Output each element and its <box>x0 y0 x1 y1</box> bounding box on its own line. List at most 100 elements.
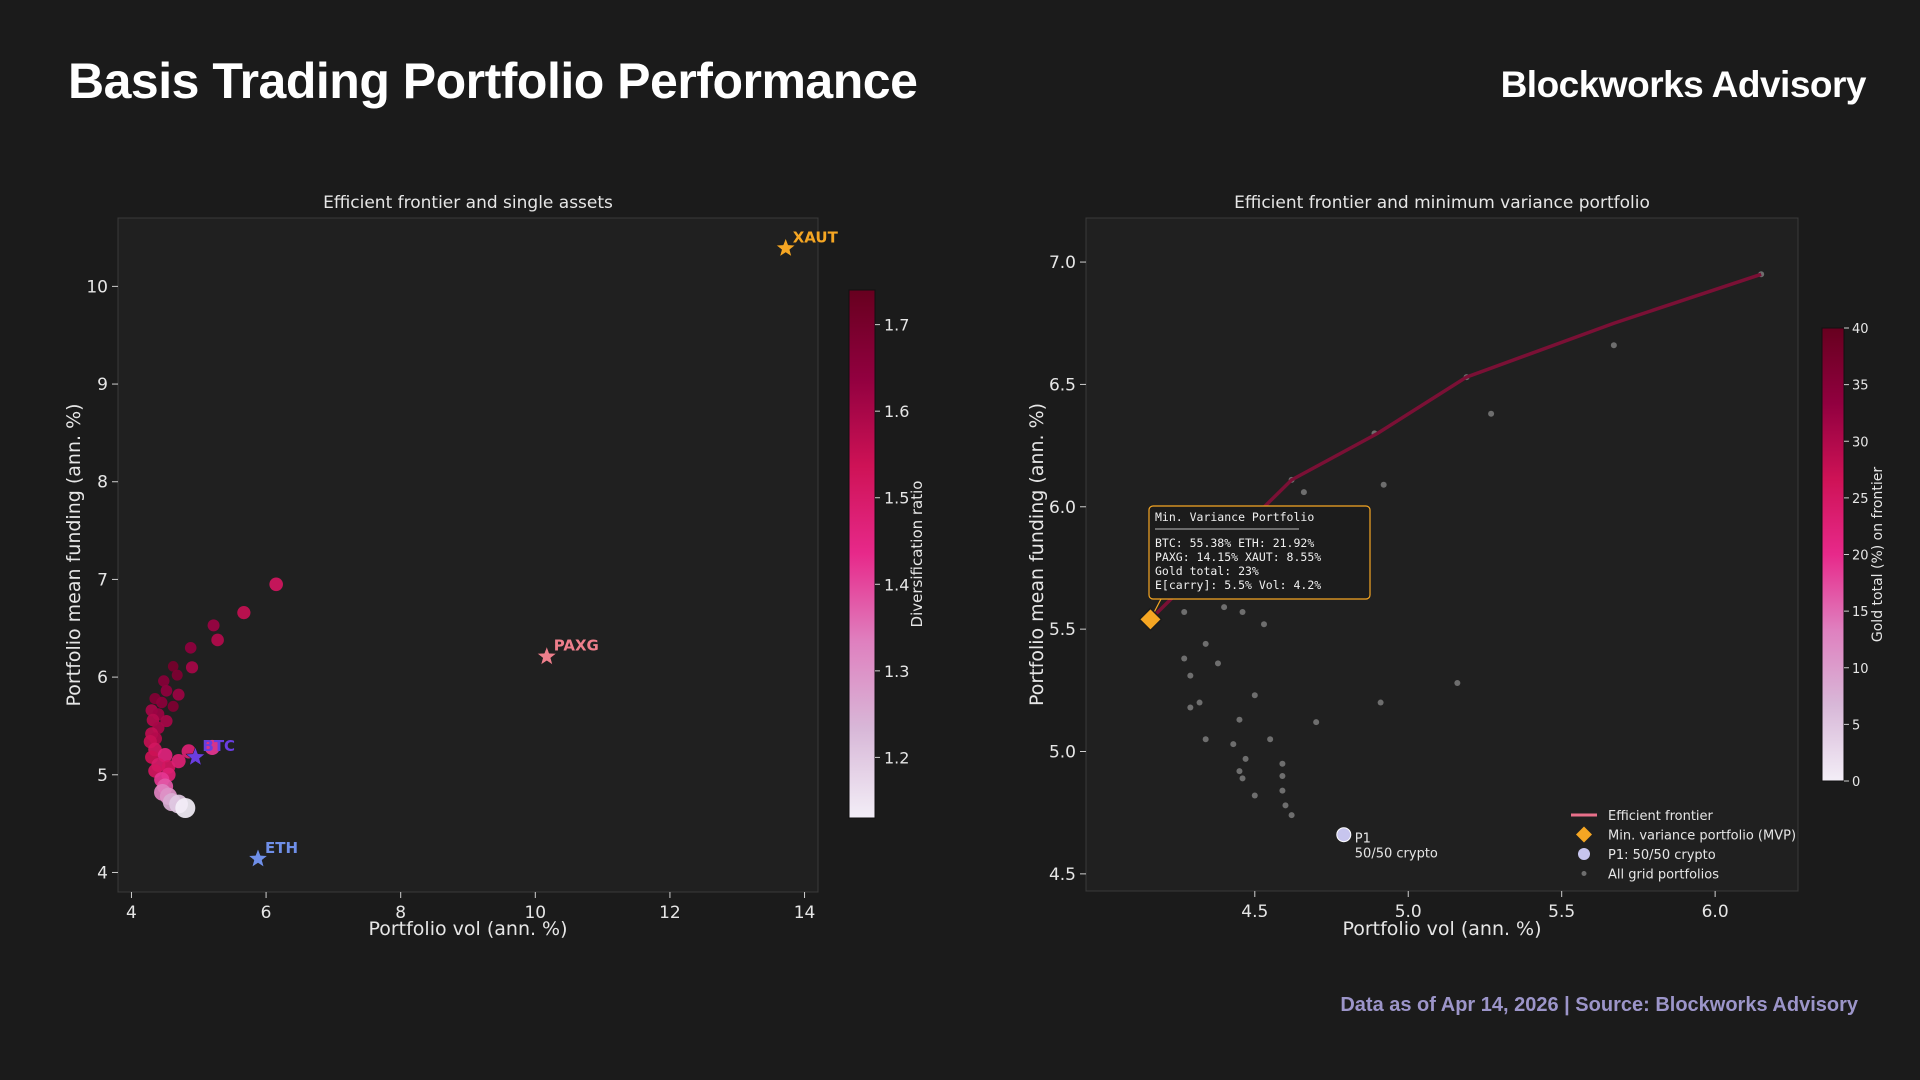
chart-title: Efficient frontier and minimum variance … <box>1234 193 1650 213</box>
asset-label-eth: ETH <box>265 839 298 857</box>
colorbar-tick-label: 1.7 <box>884 316 909 335</box>
grid-portfolio-point <box>1202 736 1209 743</box>
colorbar-tick-label: 5 <box>1852 718 1860 733</box>
y-tick-label: 7 <box>97 570 108 590</box>
legend-label: Min. variance portfolio (MVP) <box>1608 829 1796 844</box>
asset-star-btc <box>185 746 206 766</box>
grid-portfolio-point <box>1279 760 1286 767</box>
brand-logo-text: Blockworks Advisory <box>1500 64 1867 105</box>
grid-portfolio-point <box>1267 736 1274 743</box>
y-tick-label: 6.5 <box>1049 375 1076 395</box>
portfolio-point <box>156 696 168 709</box>
x-tick-label: 4.5 <box>1241 902 1268 922</box>
x-tick-label: 6.0 <box>1702 902 1729 922</box>
portfolio-point <box>160 684 173 697</box>
grid-portfolio-point <box>1196 699 1203 706</box>
colorbar-tick-label: 20 <box>1852 549 1869 564</box>
grid-portfolio-point <box>1239 775 1246 782</box>
page-title: Basis Trading Portfolio Performance <box>68 53 918 109</box>
colorbar-tick-label: 25 <box>1852 492 1869 507</box>
p1-label: P1 <box>1355 832 1371 847</box>
x-tick-label: 4 <box>126 903 137 923</box>
grid-portfolio-point <box>1239 609 1246 616</box>
colorbar-tick-label: 15 <box>1852 605 1869 620</box>
colorbar-tick-label: 1.5 <box>884 489 909 508</box>
annotation-line: Gold total: 23% <box>1155 564 1259 578</box>
annotation-line: E[carry]: 5.5% Vol: 4.2% <box>1155 578 1321 592</box>
annotation-title: Min. Variance Portfolio <box>1155 510 1314 524</box>
portfolio-point <box>204 739 220 756</box>
portfolio-point <box>171 669 183 681</box>
portfolio-point <box>269 577 283 592</box>
y-tick-label: 5 <box>97 766 108 786</box>
x-tick-label: 5.0 <box>1395 902 1422 922</box>
portfolio-point <box>211 633 224 647</box>
portfolio-point <box>160 714 173 728</box>
mvp-marker <box>1138 607 1163 632</box>
grid-portfolio-point <box>1454 679 1461 686</box>
portfolio-point <box>167 661 179 672</box>
legend-circle-marker <box>1578 848 1590 860</box>
x-axis-label: Portfolio vol (ann. %) <box>1342 918 1541 940</box>
grid-portfolio-point <box>1187 704 1194 711</box>
x-axis-label: Portfolio vol (ann. %) <box>368 918 567 940</box>
x-tick-label: 14 <box>794 903 816 923</box>
grid-portfolio-point <box>1214 660 1221 667</box>
asset-label-xaut: XAUT <box>793 228 839 246</box>
grid-portfolio-point <box>1380 481 1387 488</box>
portfolio-point <box>185 661 199 674</box>
p1-sublabel: 50/50 crypto <box>1355 847 1438 862</box>
grid-portfolio-point <box>1230 741 1237 748</box>
y-tick-label: 6 <box>97 668 108 688</box>
y-tick-label: 4 <box>97 863 108 883</box>
legend-dot-marker <box>1581 871 1587 876</box>
colorbar-tick-label: 10 <box>1852 662 1869 677</box>
grid-portfolio-point <box>1261 621 1267 628</box>
grid-portfolio-point <box>1288 812 1295 819</box>
legend-diamond-marker <box>1576 826 1592 843</box>
grid-portfolio-point <box>1236 768 1243 775</box>
grid-portfolio-point <box>1181 609 1188 616</box>
grid-portfolio-point <box>1202 640 1209 647</box>
chart-efficient-frontier-mvp: Efficient frontier and minimum variance … <box>1026 193 1886 940</box>
colorbar-label: Diversification ratio <box>908 481 926 628</box>
colorbar-tick-label: 1.6 <box>884 402 909 421</box>
grid-portfolio-point <box>1181 655 1188 662</box>
annotation-line: BTC: 55.38% ETH: 21.92% <box>1155 536 1314 550</box>
x-tick-label: 12 <box>659 903 681 923</box>
y-tick-label: 5.5 <box>1049 620 1076 640</box>
annotation-line: PAXG: 14.15% XAUT: 8.55% <box>1155 550 1321 564</box>
legend-label: All grid portfolios <box>1608 868 1719 883</box>
y-tick-label: 9 <box>97 375 108 395</box>
colorbar-tick-label: 35 <box>1852 379 1869 394</box>
p1-marker <box>1336 827 1352 843</box>
colorbar-tick-label: 30 <box>1852 435 1869 450</box>
grid-portfolio-point <box>1279 787 1286 794</box>
chart-efficient-frontier-single-assets: Efficient frontier and single assets 4 6 8 1… <box>63 193 926 940</box>
portfolio-point <box>158 675 170 687</box>
colorbar-tick-label: 40 <box>1852 322 1869 337</box>
portfolio-point <box>184 641 197 654</box>
y-tick-label: 6.0 <box>1049 498 1076 518</box>
y-tick-label: 8 <box>97 473 108 493</box>
grid-portfolio-point <box>1313 719 1320 726</box>
x-tick-label: 8 <box>395 903 406 923</box>
y-axis-label: Portfolio mean funding (ann. %) <box>63 403 85 706</box>
colorbar <box>1821 327 1845 782</box>
legend-label: P1: 50/50 crypto <box>1608 848 1716 863</box>
x-tick-label: 6 <box>261 903 272 923</box>
colorbar-tick-label: 1.3 <box>884 662 909 681</box>
grid-portfolio-point <box>1242 755 1249 762</box>
colorbar-tick-label: 1.2 <box>884 748 909 767</box>
efficient-frontier-line <box>1149 272 1762 621</box>
grid-portfolio-point <box>1610 342 1617 349</box>
plot-area <box>117 217 819 893</box>
portfolio-point <box>237 606 251 620</box>
y-tick-label: 10 <box>86 277 108 297</box>
x-tick-label: 5.5 <box>1548 902 1575 922</box>
grid-portfolio-point <box>1282 802 1289 809</box>
y-tick-label: 4.5 <box>1049 865 1076 885</box>
grid-portfolio-point <box>1377 699 1384 706</box>
asset-star-xaut <box>775 237 796 257</box>
y-tick-label: 7.0 <box>1049 253 1076 273</box>
